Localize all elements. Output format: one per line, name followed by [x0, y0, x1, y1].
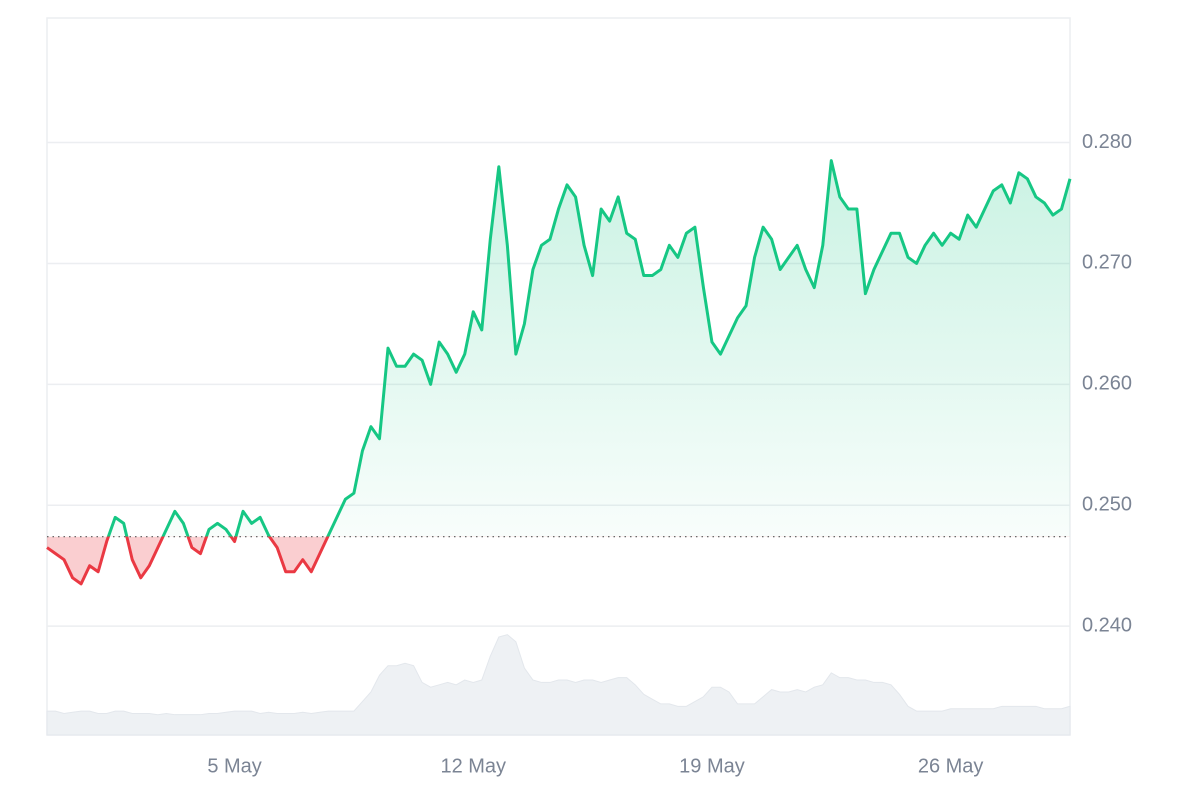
y-tick-label: 0.280 [1082, 131, 1132, 153]
y-tick-label: 0.250 [1082, 494, 1132, 516]
y-tick-label: 0.260 [1082, 373, 1132, 395]
x-tick-label: 5 May [207, 755, 261, 777]
y-tick-label: 0.240 [1082, 614, 1132, 636]
y-tick-label: 0.270 [1082, 252, 1132, 274]
x-tick-label: 26 May [918, 755, 984, 777]
x-tick-label: 12 May [440, 755, 506, 777]
price-area [47, 160, 1070, 584]
volume-area [46, 634, 1071, 736]
price-line [46, 159, 1072, 586]
x-tick-label: 19 May [679, 755, 745, 777]
